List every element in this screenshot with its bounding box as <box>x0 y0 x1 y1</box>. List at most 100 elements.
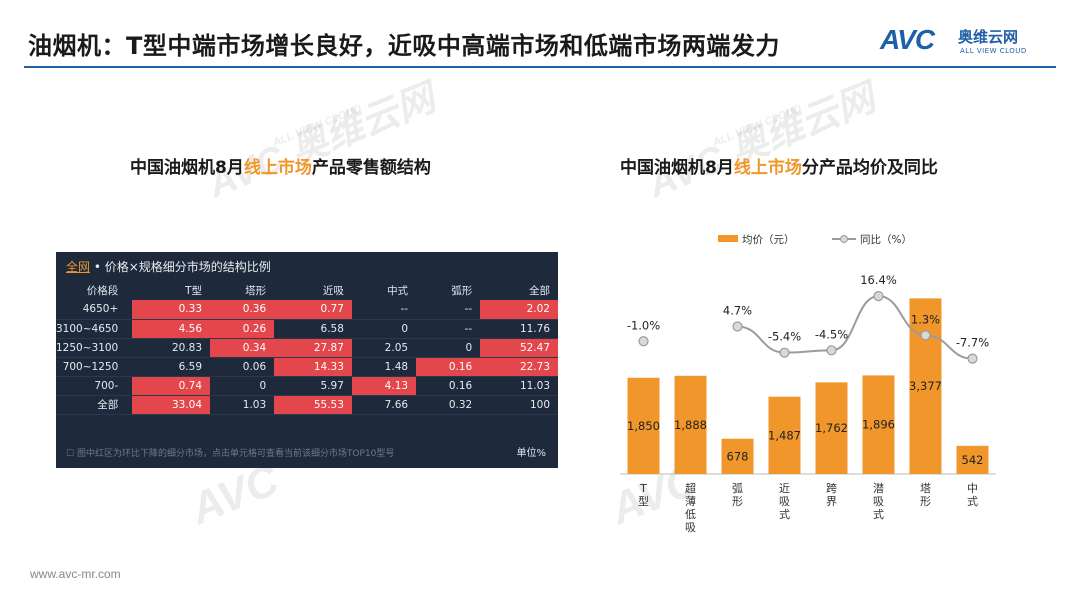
table-cell[interactable]: 0.26 <box>210 319 275 339</box>
bar-value-label: 3,377 <box>909 379 942 393</box>
table-row: 700- 0.74 0 5.97 4.13 0.16 11.03 <box>56 376 558 396</box>
left-chart-title: 中国油烟机8月线上市场产品零售额结构 <box>130 158 431 178</box>
bar <box>768 396 801 474</box>
header-divider <box>24 66 1056 68</box>
table-header: 中式 <box>387 284 409 297</box>
category-label: 式 <box>967 495 978 508</box>
table-header: 价格段 <box>86 284 119 297</box>
table-cell[interactable]: -- <box>351 300 417 320</box>
yoy-point <box>732 321 743 332</box>
bar <box>721 438 754 474</box>
table-cell[interactable]: 22.73 <box>480 357 558 377</box>
category-label: 型 <box>638 494 649 508</box>
footer-url[interactable]: www.avc-mr.com <box>30 567 121 581</box>
table-cell[interactable]: 0.34 <box>210 338 275 358</box>
category-label: 形 <box>732 495 743 508</box>
category-label: 中 <box>967 482 978 495</box>
category-label: 式 <box>779 508 790 521</box>
table-cell[interactable]: 14.33 <box>274 357 352 377</box>
table-cell[interactable]: 1.48 <box>351 357 417 377</box>
table-cell[interactable]: 55.53 <box>274 395 352 415</box>
table-cell[interactable]: 11.03 <box>480 376 558 396</box>
yoy-point <box>826 345 837 356</box>
table-cell[interactable]: 0.36 <box>210 300 275 320</box>
category-label: 界 <box>826 495 837 508</box>
category-label: 吸 <box>685 521 696 534</box>
tab-all-network[interactable]: 全网 <box>66 260 91 274</box>
table-cell[interactable]: 5.97 <box>274 376 352 396</box>
table-header: T型 <box>185 284 203 297</box>
row-label: 全部 <box>56 395 133 415</box>
table-cell[interactable]: -- <box>416 300 481 320</box>
category-label: 吸 <box>779 495 790 508</box>
table-row: 3100~4650 4.56 0.26 6.58 0 -- 11.76 <box>56 319 558 339</box>
table-cell[interactable]: 4.56 <box>132 319 211 339</box>
row-label: 3100~4650 <box>56 319 133 339</box>
category-label: 吸 <box>873 495 884 508</box>
bar <box>674 375 707 474</box>
watermark: ALL VIEW CLOUD <box>711 102 804 150</box>
table-cell[interactable]: 0.74 <box>132 376 211 396</box>
logo-mark: AVC <box>880 24 935 55</box>
table-cell[interactable]: 0.33 <box>132 300 211 320</box>
table-cell[interactable]: 11.76 <box>480 319 558 339</box>
table-cell[interactable]: 1.03 <box>210 395 275 415</box>
yoy-value-label: 1.3% <box>911 312 940 326</box>
right-chart-title: 中国油烟机8月线上市场分产品均价及同比 <box>620 158 938 178</box>
bar-value-label: 542 <box>962 453 984 467</box>
table-cell[interactable]: 33.04 <box>132 395 211 415</box>
bar <box>627 377 660 474</box>
bar-value-label: 1,896 <box>862 418 895 432</box>
bar-value-label: 1,487 <box>768 428 801 442</box>
table-cell[interactable]: 27.87 <box>274 338 352 358</box>
structure-panel: 全网 • 价格×规格细分市场的结构比例 价格段 T型 塔形 近吸 中式 弧形 全部 4650… <box>56 252 558 468</box>
table-cell[interactable]: 2.05 <box>351 338 417 358</box>
yoy-value-label: -4.5% <box>815 327 848 341</box>
panel-footnote: ☐ 图中红区为环比下降的细分市场，点击单元格可查看当前该细分市场TOP10型号 <box>66 449 395 459</box>
bar-value-label: 1,850 <box>627 419 660 433</box>
table-cell[interactable]: 7.66 <box>351 395 417 415</box>
row-label: 700- <box>56 376 133 396</box>
structure-table: 价格段 T型 塔形 近吸 中式 弧形 全部 4650+ 0.33 0.36 0.77 -- -- 2.0… <box>56 280 558 415</box>
legend-label-price: 均价（元） <box>742 234 795 246</box>
table-cell[interactable]: 2.02 <box>480 300 558 320</box>
table-cell[interactable]: 20.83 <box>132 338 211 358</box>
table-row: 全部 33.04 1.03 55.53 7.66 0.32 100 <box>56 395 558 415</box>
table-cell[interactable]: 0.16 <box>416 357 481 377</box>
table-cell[interactable]: 4.13 <box>351 376 417 396</box>
bar <box>862 375 895 474</box>
table-cell[interactable]: 0.06 <box>210 357 275 377</box>
yoy-value-label: 16.4% <box>860 273 897 287</box>
table-cell[interactable]: 0.32 <box>416 395 481 415</box>
table-cell[interactable]: 0 <box>351 319 417 339</box>
table-cell[interactable]: -- <box>416 319 481 339</box>
bar <box>956 445 989 474</box>
logo-cn: 奥维云网 <box>958 28 1019 46</box>
bar-value-label: 1,888 <box>674 418 707 432</box>
table-row: 4650+ 0.33 0.36 0.77 -- -- 2.02 <box>56 300 558 320</box>
table-cell[interactable]: 0 <box>210 376 275 396</box>
bar-value-label: 678 <box>727 449 749 463</box>
legend-marker-yoy <box>840 235 848 243</box>
category-label: 近 <box>779 482 790 495</box>
yoy-point <box>638 336 649 347</box>
table-header: 近吸 <box>322 284 344 297</box>
price-yoy-chart: 均价（元） 同比（%） 1,850 1,888 678 1,487 1,762 1,896 3,… <box>620 233 996 534</box>
watermark: ALL VIEW CLOUD <box>271 102 364 150</box>
table-cell[interactable]: 52.47 <box>480 338 558 358</box>
table-header: 塔形 <box>245 284 267 297</box>
table-cell[interactable]: 0.16 <box>416 376 481 396</box>
category-label: 塔 <box>920 482 931 495</box>
row-label: 1250~3100 <box>56 338 133 358</box>
bar-value-label: 1,762 <box>815 421 848 435</box>
table-cell[interactable]: 0.77 <box>274 300 352 320</box>
category-label: 式 <box>873 508 884 521</box>
table-cell[interactable]: 0 <box>416 338 481 358</box>
yoy-value-label: -7.7% <box>956 336 989 350</box>
category-label: 低 <box>685 508 696 521</box>
bar <box>909 298 942 474</box>
table-cell[interactable]: 100 <box>480 395 558 415</box>
table-cell[interactable]: 6.59 <box>132 357 211 377</box>
category-label: 超 <box>685 481 696 495</box>
table-cell[interactable]: 6.58 <box>274 319 352 339</box>
